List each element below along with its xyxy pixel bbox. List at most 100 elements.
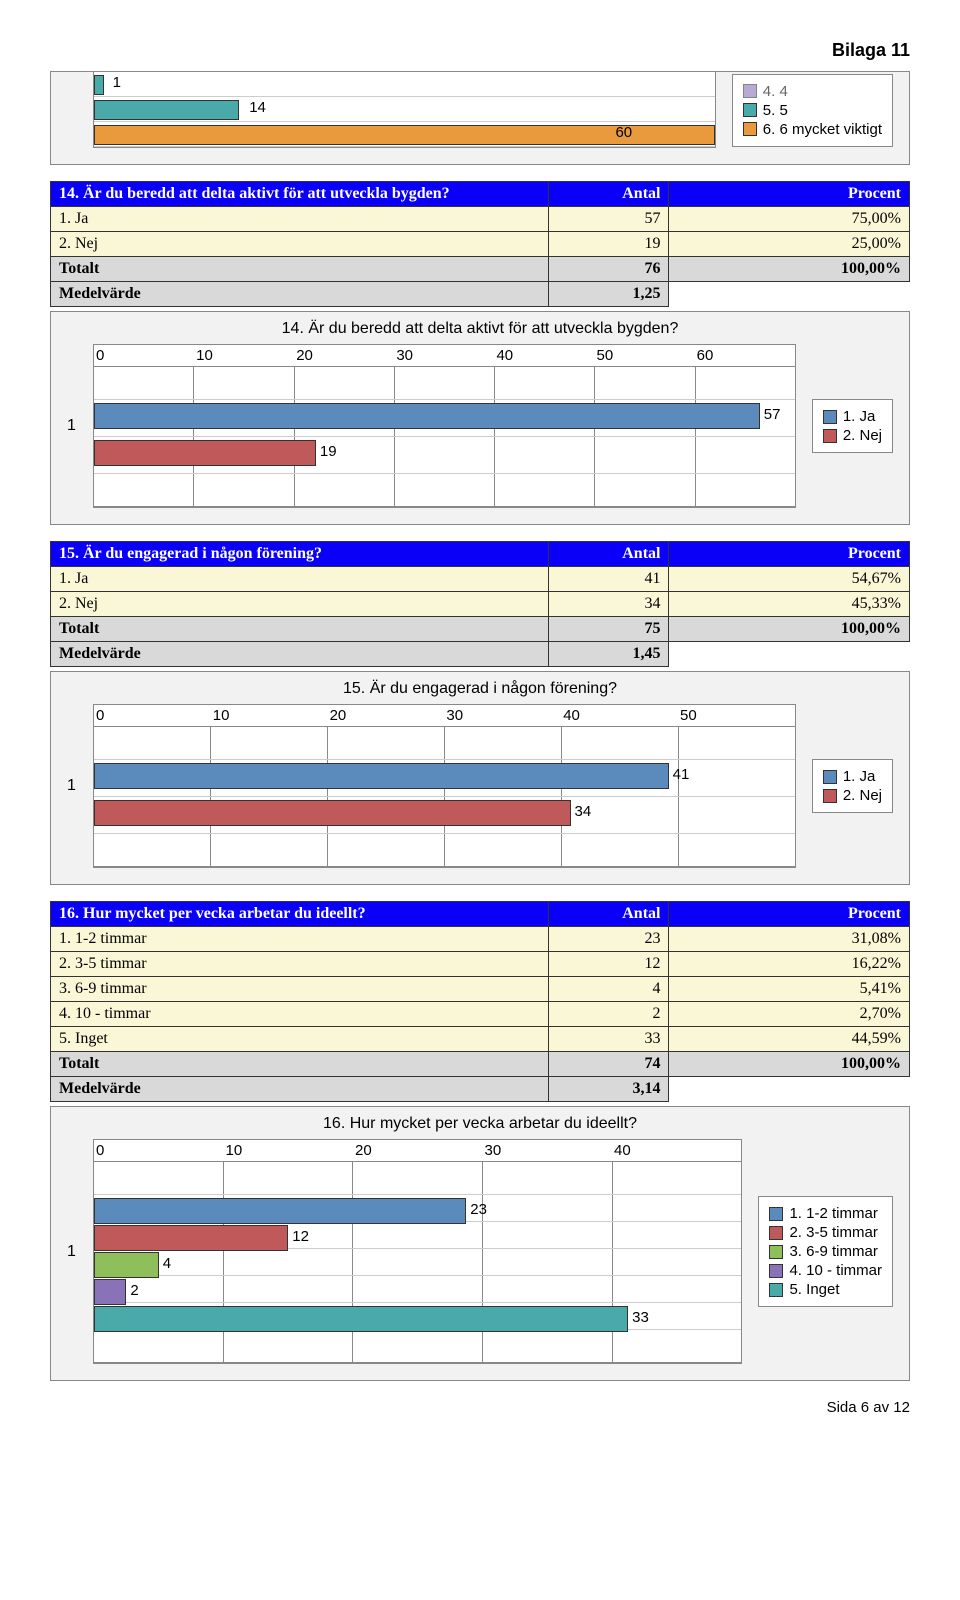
q14-table: 14. Är du beredd att delta aktivt för at… <box>50 181 910 307</box>
q16-r1-a: 23 <box>549 927 669 952</box>
q16-r5-p: 44,59% <box>669 1027 910 1052</box>
col-procent: Procent <box>669 182 910 207</box>
q16-r3-l: 3. 6-9 timmar <box>51 977 549 1002</box>
legend-swatch <box>769 1245 783 1259</box>
legend-swatch <box>769 1207 783 1221</box>
axis-tick: 40 <box>561 705 678 726</box>
axis-tick: 40 <box>494 345 594 366</box>
q15-tot-pct: 100,00% <box>669 617 910 642</box>
axis-tick: 0 <box>94 1140 224 1161</box>
q14-r2-pct: 25,00% <box>669 232 910 257</box>
axis-tick: 50 <box>595 345 695 366</box>
q14-r1-pct: 75,00% <box>669 207 910 232</box>
legend-swatch <box>769 1283 783 1297</box>
q14-med-val: 1,25 <box>549 282 669 307</box>
q14-med-label: Medelvärde <box>51 282 549 307</box>
axis-tick: 10 <box>211 705 328 726</box>
q14-r2-label: 2. Nej <box>51 232 549 257</box>
axis-tick: 0 <box>94 705 211 726</box>
legend-swatch <box>743 122 757 136</box>
bar-value-label: 1 <box>113 74 121 91</box>
legend-label: 1. Ja <box>843 768 876 785</box>
axis-tick: 30 <box>444 705 561 726</box>
q16-r4-a: 2 <box>549 1002 669 1027</box>
legend-label: 6. 6 mycket viktigt <box>763 121 882 138</box>
q15-r1-label: 1. Ja <box>51 567 549 592</box>
chart-bar <box>94 1225 288 1251</box>
legend-swatch <box>823 789 837 803</box>
q16-title: 16. Hur mycket per vecka arbetar du idee… <box>51 902 549 927</box>
col-procent: Procent <box>669 902 910 927</box>
q15-ylabel: 1 <box>67 704 93 868</box>
top-y-label <box>67 72 93 148</box>
bar-value-label: 60 <box>615 124 632 141</box>
legend-item: 1. Ja <box>823 408 882 425</box>
q14-tot-label: Totalt <box>51 257 549 282</box>
q15-r1-antal: 41 <box>549 567 669 592</box>
q15-med-val: 1,45 <box>549 642 669 667</box>
page-footer: Sida 6 av 12 <box>50 1399 910 1416</box>
q16-r2-l: 2. 3-5 timmar <box>51 952 549 977</box>
legend-label: 4. 10 - timmar <box>789 1262 882 1279</box>
q16-tot-p: 100,00% <box>669 1052 910 1077</box>
q16-med-v: 3,14 <box>549 1077 669 1102</box>
q14-r2-antal: 19 <box>549 232 669 257</box>
bar-value-label: 41 <box>673 766 690 783</box>
q16-tot-l: Totalt <box>51 1052 549 1077</box>
legend-item: 5. Inget <box>769 1281 882 1298</box>
top-legend: 4. 4 5. 5 6. 6 mycket viktigt <box>732 74 893 147</box>
q15-chart-title: 15. Är du engagerad i någon förening? <box>67 680 893 698</box>
legend-label: 5. 5 <box>763 102 788 119</box>
axis-tick: 60 <box>695 345 795 366</box>
legend-swatch <box>769 1264 783 1278</box>
q16-chart-title: 16. Hur mycket per vecka arbetar du idee… <box>67 1115 893 1133</box>
chart-bar <box>94 440 316 466</box>
chart-bar <box>94 1306 628 1332</box>
q14-legend: 1. Ja2. Nej <box>812 399 893 453</box>
q16-legend: 1. 1-2 timmar 2. 3-5 timmar 3. 6-9 timmar 4… <box>758 1196 893 1307</box>
chart-bar <box>94 75 104 95</box>
bar-value-label: 57 <box>764 406 781 423</box>
q16-r5-a: 33 <box>549 1027 669 1052</box>
q16-r2-a: 12 <box>549 952 669 977</box>
legend-label: 1. 1-2 timmar <box>789 1205 877 1222</box>
q16-r3-p: 5,41% <box>669 977 910 1002</box>
q15-tot-antal: 75 <box>549 617 669 642</box>
chart-bar <box>94 1252 159 1278</box>
chart-bar <box>94 763 669 789</box>
legend-item: 6. 6 mycket viktigt <box>743 121 882 138</box>
q14-title: 14. Är du beredd att delta aktivt för at… <box>59 185 450 202</box>
q16-r4-l: 4. 10 - timmar <box>51 1002 549 1027</box>
q16-chart: 16. Hur mycket per vecka arbetar du idee… <box>50 1106 910 1381</box>
q15-table: 15. Är du engagerad i någon förening? An… <box>50 541 910 667</box>
legend-label: 4. 4 <box>763 83 788 100</box>
q15-med-label: Medelvärde <box>51 642 549 667</box>
q15-legend: 1. Ja2. Nej <box>812 759 893 813</box>
q16-ylabel: 1 <box>67 1139 93 1364</box>
legend-swatch <box>823 429 837 443</box>
q15-tot-label: Totalt <box>51 617 549 642</box>
q16-r1-l: 1. 1-2 timmar <box>51 927 549 952</box>
legend-label: 3. 6-9 timmar <box>789 1243 877 1260</box>
q14-chart: 14. Är du beredd att delta aktivt för at… <box>50 311 910 525</box>
legend-item: 1. Ja <box>823 768 882 785</box>
q14-r1-label: 1. Ja <box>51 207 549 232</box>
q16-r2-p: 16,22% <box>669 952 910 977</box>
q16-table: 16. Hur mycket per vecka arbetar du idee… <box>50 901 910 1102</box>
legend-swatch <box>743 84 757 98</box>
chart-bar <box>94 1279 126 1305</box>
legend-item: 1. 1-2 timmar <box>769 1205 882 1222</box>
legend-item: 2. 3-5 timmar <box>769 1224 882 1241</box>
bar-value-label: 34 <box>575 803 592 820</box>
col-antal: Antal <box>549 182 669 207</box>
col-antal: Antal <box>549 902 669 927</box>
page-header: Bilaga 11 <box>50 40 910 61</box>
legend-label: 1. Ja <box>843 408 876 425</box>
q16-r5-l: 5. Inget <box>51 1027 549 1052</box>
q15-r2-antal: 34 <box>549 592 669 617</box>
legend-item: 5. 5 <box>743 102 882 119</box>
bar-value-label: 23 <box>470 1201 487 1218</box>
axis-tick: 50 <box>678 705 795 726</box>
chart-bar <box>94 1198 466 1224</box>
legend-swatch <box>823 770 837 784</box>
